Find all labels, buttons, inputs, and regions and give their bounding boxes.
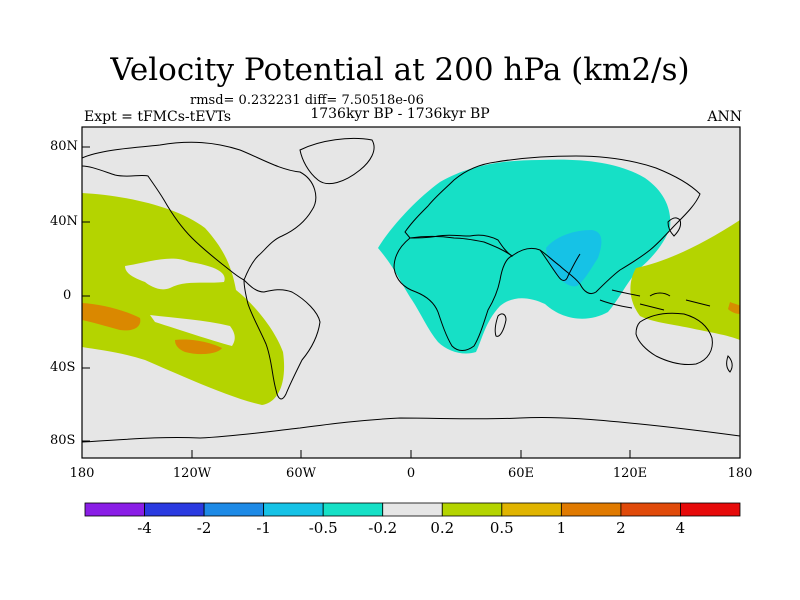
pacific-orange-patch-2 xyxy=(175,339,222,355)
colorbar-box xyxy=(144,502,205,517)
season-label: ANN xyxy=(707,109,742,125)
colorbar-label: -1 xyxy=(256,519,271,537)
coast-africa xyxy=(393,236,514,351)
colorbar-label: 2 xyxy=(616,519,626,537)
coast-india xyxy=(539,249,581,281)
shaded-regions xyxy=(82,159,740,405)
colorbar-box xyxy=(382,502,443,517)
coast-north-america xyxy=(81,141,317,281)
coast-maritime-continent xyxy=(599,289,711,311)
coast-south-america xyxy=(243,278,321,400)
colorbar-label: 4 xyxy=(675,519,686,537)
stats-subtitle: rmsd= 0.232231 diff= 7.50518e-06 xyxy=(190,93,424,108)
coast-greenland xyxy=(299,137,375,185)
colorbar-box xyxy=(680,502,741,517)
coast-madagascar xyxy=(494,313,507,337)
westpacific-positive-region xyxy=(630,220,740,340)
lon-tick-label: 180 xyxy=(69,466,95,481)
colorbar-box xyxy=(203,502,265,517)
pacific-positive-region xyxy=(82,193,285,405)
colorbar xyxy=(84,502,741,517)
pacific-neutral-hole xyxy=(125,258,225,290)
westpacific-orange-edge xyxy=(728,302,740,314)
lat-tick-label: 0 xyxy=(63,288,72,303)
colorbar-box xyxy=(501,502,562,517)
coast-australia xyxy=(635,312,713,365)
coast-japan xyxy=(667,217,681,237)
pacific-neutral-notch xyxy=(150,315,235,346)
lon-tick-label: 0 xyxy=(406,466,416,481)
lat-tick-label: 80S xyxy=(50,433,76,448)
tick-marks xyxy=(81,146,741,458)
colorbar-label: 1 xyxy=(556,519,567,537)
colorbar-box xyxy=(441,502,503,517)
lon-tick-label: 120E xyxy=(612,466,648,481)
period-label: 1736kyr BP - 1736kyr BP xyxy=(310,106,490,122)
lat-tick-label: 40S xyxy=(50,360,76,375)
lon-tick-label: 180 xyxy=(727,466,753,481)
lat-tick-label: 80N xyxy=(50,139,78,154)
colorbar-box xyxy=(560,502,622,517)
coast-antarctica xyxy=(81,416,741,443)
plot-title: Velocity Potential at 200 hPa (km2/s) xyxy=(110,52,690,88)
colorbar-box xyxy=(84,502,145,517)
coast-new-zealand xyxy=(726,355,733,373)
lon-tick-label: 60W xyxy=(286,466,316,481)
lon-tick-label: 120W xyxy=(172,466,212,481)
colorbar-box xyxy=(620,502,681,517)
coastlines xyxy=(81,137,741,443)
colorbar-label: -0.5 xyxy=(308,519,338,537)
colorbar-label: -2 xyxy=(196,519,212,537)
colorbar-box xyxy=(263,502,324,517)
colorbar-label: 0.2 xyxy=(430,519,455,537)
colorbar-label: -4 xyxy=(137,519,152,537)
colorbar-label: -0.2 xyxy=(368,519,398,537)
india-strong-negative xyxy=(546,230,602,287)
afroeurasia-negative-region xyxy=(378,159,671,354)
lon-tick-label: 60E xyxy=(507,466,535,481)
colorbar-label: 0.5 xyxy=(489,519,514,537)
lat-tick-label: 40N xyxy=(50,214,78,229)
pacific-orange-patch-1 xyxy=(82,303,141,331)
coast-eurasia xyxy=(404,155,701,295)
colorbar-box xyxy=(322,502,384,517)
experiment-label: Expt = tFMCs-tEVTs xyxy=(84,109,232,125)
